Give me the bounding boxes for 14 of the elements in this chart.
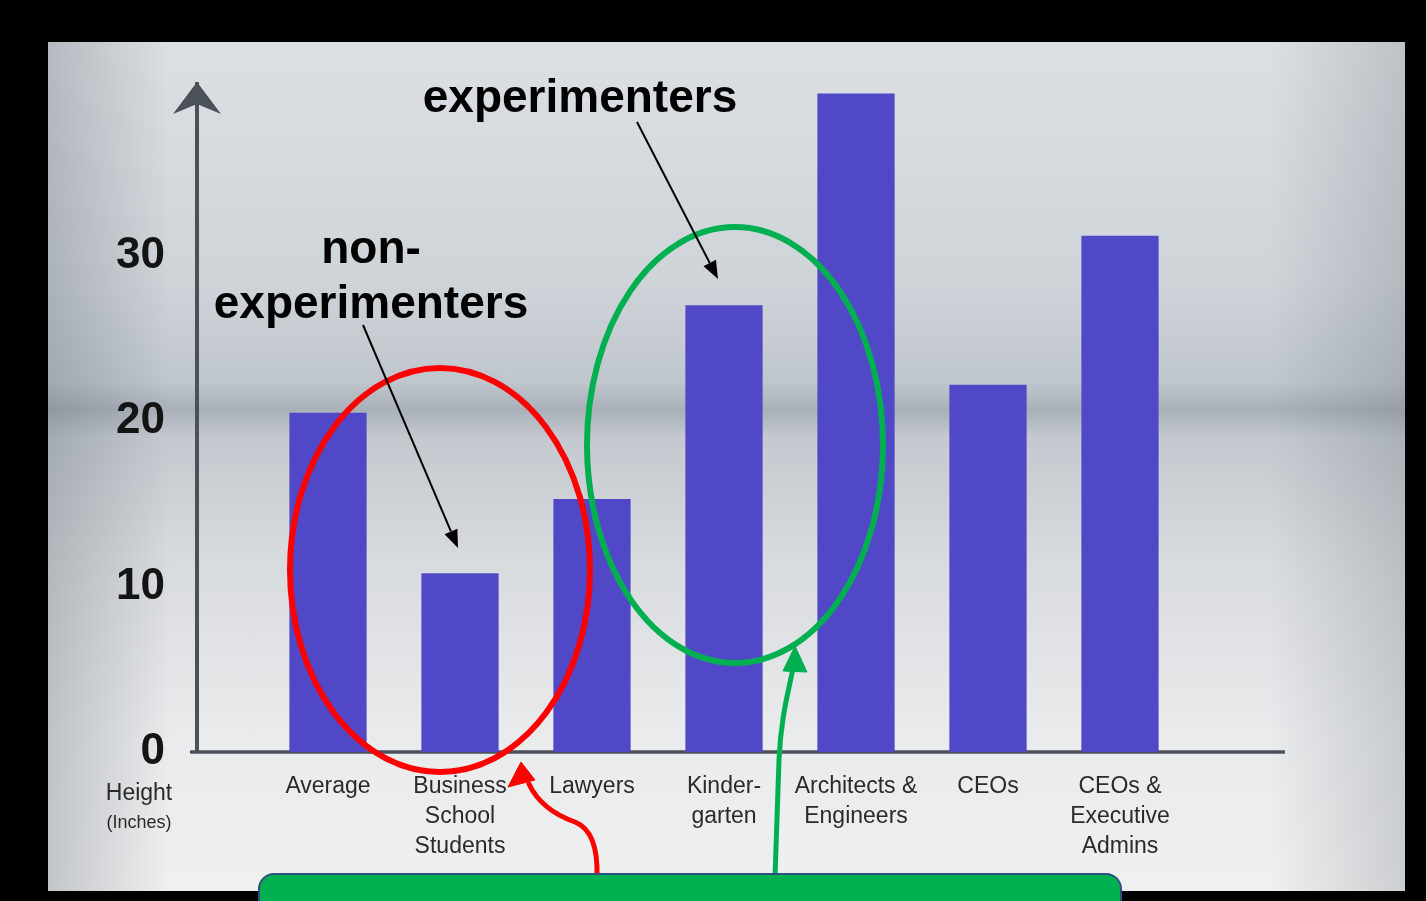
x-tick-label: Architects & Engineers: [794, 772, 918, 829]
y-tick-label: 30: [116, 227, 165, 277]
y-tick-label: 20: [116, 393, 165, 443]
x-tick-label: CEOs & Executive Admins: [1070, 772, 1170, 859]
x-tick-label: Average: [285, 772, 371, 799]
x-tick-label: Lawyers: [549, 772, 635, 799]
y-tick-label: 0: [140, 724, 165, 774]
annotation: non-experimenters: [213, 221, 529, 328]
y-tick-label: 10: [116, 558, 165, 608]
x-tick-label: Business School Students: [413, 772, 507, 859]
annotation: experimenters: [422, 70, 738, 122]
x-tick-label: CEOs: [957, 772, 1019, 799]
x-tick-label: Kinder-garten: [686, 772, 762, 829]
y-axis-title: Height (Inches): [105, 779, 173, 832]
